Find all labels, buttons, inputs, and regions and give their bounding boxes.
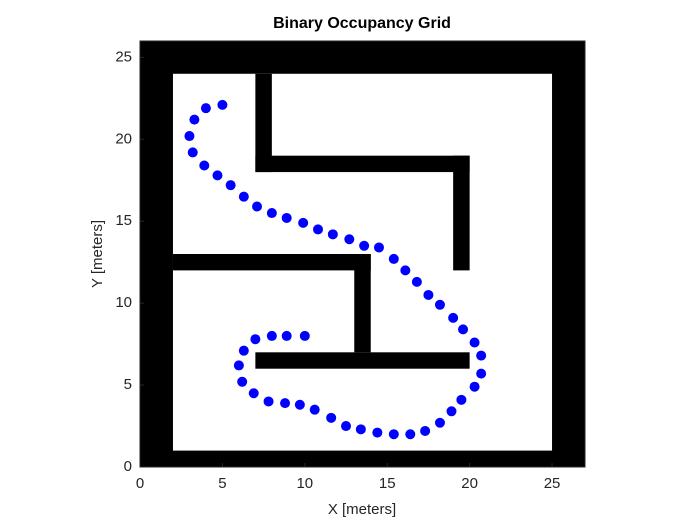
path-point <box>280 398 291 409</box>
path-point <box>199 160 210 171</box>
path-point <box>372 427 383 438</box>
occupied-cell <box>354 254 371 353</box>
path-point <box>266 330 277 341</box>
occupied-cell <box>255 155 470 173</box>
path-point <box>388 253 399 264</box>
occupied-cell <box>255 73 272 173</box>
x-tick-label: 10 <box>296 475 313 492</box>
path-point <box>225 180 236 191</box>
y-axis-label: Y [meters] <box>89 220 106 288</box>
path-point <box>217 99 228 110</box>
path-point <box>326 412 337 423</box>
path-point <box>423 289 434 300</box>
path-point <box>388 429 399 440</box>
occupied-cell <box>172 254 371 271</box>
y-tick-label: 5 <box>124 376 132 393</box>
path-point <box>448 312 459 323</box>
path-point <box>238 191 249 202</box>
occupied-cell <box>552 41 585 467</box>
path-point <box>344 234 355 245</box>
x-tick-label: 15 <box>379 475 396 492</box>
path-point <box>456 394 467 405</box>
occupied-cell <box>255 352 470 369</box>
path-point <box>200 103 211 114</box>
path-point <box>400 265 411 276</box>
path-point <box>281 212 292 223</box>
path-point <box>373 242 384 253</box>
path-point <box>405 429 416 440</box>
path-point <box>237 376 248 387</box>
path-point <box>411 276 422 287</box>
path-point <box>294 399 305 410</box>
path-point <box>469 381 480 392</box>
path-point <box>309 404 320 415</box>
path-point <box>458 324 469 335</box>
x-tick-label: 25 <box>544 475 561 492</box>
occupied-cell <box>140 41 173 467</box>
path-point <box>298 217 309 228</box>
path-point <box>359 240 370 251</box>
path-point <box>189 114 200 125</box>
x-tick-label: 20 <box>461 475 478 492</box>
x-axis-label: X [meters] <box>328 501 396 518</box>
path-point <box>420 425 431 436</box>
plot-area: 0 5 10 15 20 25 0 5 10 15 20 25 <box>115 40 586 492</box>
occupied-cell <box>140 450 585 467</box>
path-point <box>355 424 366 435</box>
path-point <box>187 147 198 158</box>
path-point <box>341 421 352 432</box>
y-tick-label: 15 <box>115 212 132 229</box>
y-tick-label: 0 <box>124 458 132 475</box>
path-point <box>327 229 338 240</box>
path-point <box>469 337 480 348</box>
path-point <box>446 406 457 417</box>
path-point <box>252 201 263 212</box>
path-point <box>476 368 487 379</box>
path-point <box>266 208 277 219</box>
y-tick-label: 25 <box>115 48 132 65</box>
path-point <box>238 345 249 356</box>
x-tick-label: 0 <box>136 475 144 492</box>
path-point <box>281 330 292 341</box>
path-point <box>233 360 244 371</box>
path-point <box>250 334 261 345</box>
path-point <box>263 396 274 407</box>
path-point <box>476 350 487 361</box>
y-tick-label: 10 <box>115 294 132 311</box>
path-point <box>248 388 259 399</box>
occupied-cell <box>140 41 585 74</box>
path-point <box>434 299 445 310</box>
chart-title: Binary Occupancy Grid <box>273 15 451 32</box>
path-point <box>299 330 310 341</box>
path-point <box>184 131 195 142</box>
axes-box <box>139 40 586 468</box>
path-point <box>212 170 223 181</box>
y-tick-label: 20 <box>115 130 132 147</box>
path-point <box>434 417 445 428</box>
path-point <box>313 224 323 235</box>
x-tick-label: 5 <box>218 475 226 492</box>
occupied-cell <box>453 155 470 271</box>
